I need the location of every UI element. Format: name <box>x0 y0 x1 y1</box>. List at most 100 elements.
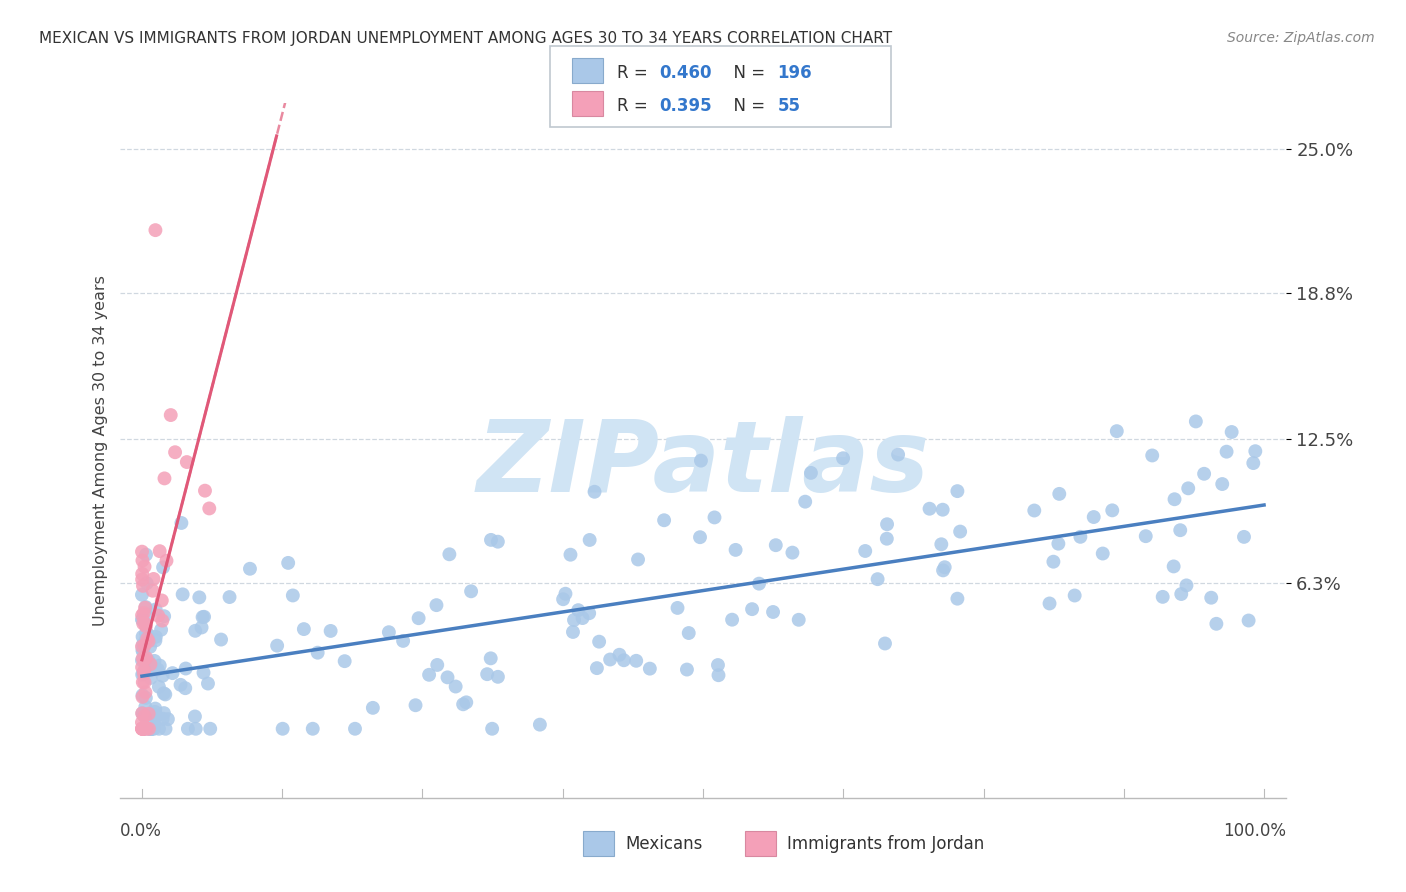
Point <box>135 607 157 622</box>
Point <box>134 600 156 615</box>
Point <box>193 609 215 624</box>
Point <box>131 588 153 602</box>
Point <box>239 562 262 576</box>
Point <box>134 709 156 723</box>
Point <box>142 715 165 730</box>
Point <box>152 686 174 700</box>
Point <box>567 603 589 617</box>
Point <box>444 680 467 694</box>
Point <box>155 554 177 568</box>
Point <box>146 662 169 676</box>
Point <box>765 538 787 552</box>
Point <box>481 722 503 736</box>
Point <box>139 663 162 677</box>
Point <box>1047 487 1070 501</box>
Point <box>132 637 155 651</box>
Point <box>292 622 315 636</box>
Point <box>139 671 162 685</box>
Point <box>134 616 156 631</box>
Point <box>156 712 179 726</box>
Point <box>578 606 600 620</box>
Point <box>150 593 173 607</box>
Point <box>876 517 898 532</box>
Point <box>174 661 197 675</box>
Point <box>132 722 155 736</box>
Point <box>583 484 606 499</box>
Point <box>832 451 855 466</box>
Point <box>703 510 725 524</box>
Point <box>486 534 509 549</box>
Point <box>200 722 222 736</box>
Point <box>131 630 153 644</box>
Point <box>678 626 700 640</box>
Point <box>425 598 447 612</box>
Point <box>131 706 153 721</box>
Point <box>562 613 585 627</box>
Point <box>1038 597 1060 611</box>
Text: 196: 196 <box>778 63 813 82</box>
Point <box>159 408 181 422</box>
Point <box>1170 587 1192 601</box>
Point <box>139 722 162 736</box>
Point <box>132 666 155 681</box>
Point <box>218 590 240 604</box>
Y-axis label: Unemployment Among Ages 30 to 34 years: Unemployment Among Ages 30 to 34 years <box>93 275 108 626</box>
Point <box>1205 616 1227 631</box>
Point <box>134 721 156 735</box>
Point <box>132 616 155 631</box>
Point <box>135 722 157 736</box>
Point <box>787 613 810 627</box>
Point <box>571 611 593 625</box>
Text: Source: ZipAtlas.com: Source: ZipAtlas.com <box>1227 31 1375 45</box>
Point <box>131 690 153 704</box>
Point <box>1163 559 1185 574</box>
Point <box>1024 503 1046 517</box>
Point <box>143 708 166 723</box>
Text: Immigrants from Jordan: Immigrants from Jordan <box>787 835 984 853</box>
Point <box>155 688 177 702</box>
Point <box>1135 529 1157 543</box>
Point <box>451 698 474 712</box>
Point <box>624 654 647 668</box>
Point <box>1152 590 1174 604</box>
Point <box>271 722 294 736</box>
Point <box>143 705 166 719</box>
Point <box>134 685 156 699</box>
Point <box>1101 503 1123 517</box>
Point <box>1185 414 1208 428</box>
Point <box>690 453 713 467</box>
Point <box>134 638 156 652</box>
Point <box>131 651 153 665</box>
Point <box>134 699 156 714</box>
Point <box>281 589 304 603</box>
Point <box>853 544 876 558</box>
Point <box>479 533 502 547</box>
Point <box>1192 467 1215 481</box>
Text: 55: 55 <box>778 96 800 114</box>
Point <box>131 613 153 627</box>
Point <box>194 483 217 498</box>
Point <box>627 552 650 566</box>
Point <box>197 676 219 690</box>
Point <box>134 721 156 735</box>
Point <box>148 608 170 623</box>
Point <box>876 532 898 546</box>
Text: R =: R = <box>617 63 654 82</box>
Point <box>193 665 215 680</box>
Point <box>153 471 176 485</box>
Point <box>132 606 155 620</box>
Point <box>131 722 153 736</box>
Point <box>132 722 155 736</box>
Point <box>135 619 157 633</box>
Point <box>1042 555 1064 569</box>
Point <box>932 563 955 577</box>
Point <box>578 533 600 547</box>
Point <box>152 560 174 574</box>
Point <box>931 502 953 516</box>
Point <box>1199 591 1222 605</box>
Point <box>152 712 174 726</box>
Point <box>135 632 157 646</box>
Point <box>529 717 551 731</box>
Point <box>134 722 156 736</box>
Point <box>652 513 675 527</box>
